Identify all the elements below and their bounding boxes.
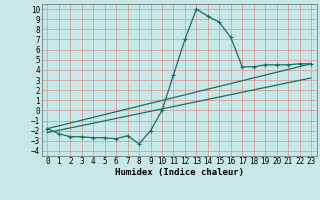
X-axis label: Humidex (Indice chaleur): Humidex (Indice chaleur): [115, 168, 244, 177]
